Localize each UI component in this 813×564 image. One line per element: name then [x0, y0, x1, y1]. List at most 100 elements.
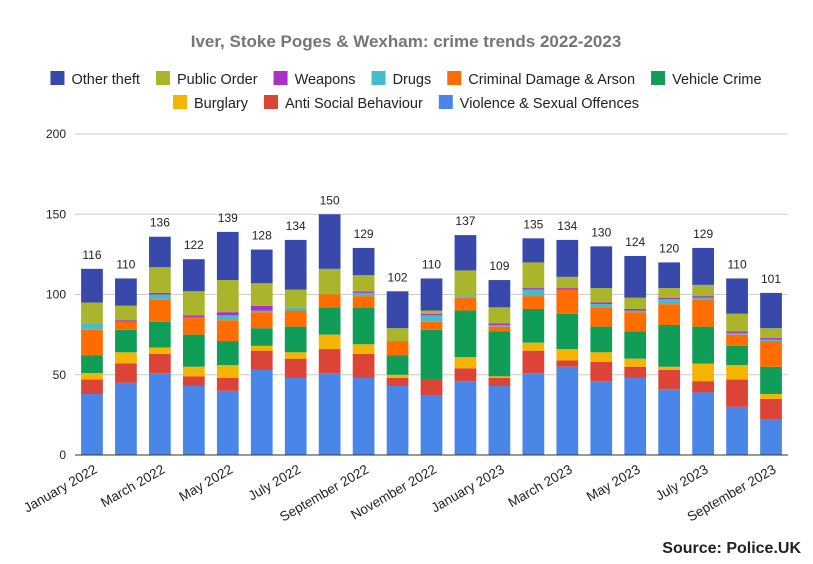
- bar-segment-violence-and-sexual-offences: [216, 390, 239, 455]
- bar-segment-public-order: [386, 328, 409, 342]
- bar-segment-other-theft: [182, 259, 205, 292]
- legend-label: Violence & Sexual Offences: [460, 96, 639, 112]
- bar-segment-criminal-damage-and-arson: [658, 304, 681, 325]
- bar-group-june-2023: [658, 262, 681, 455]
- bar-segment-anti-social-behaviour: [590, 361, 613, 382]
- bar-segment-weapons: [216, 312, 239, 316]
- legend-label: Drugs: [393, 72, 432, 88]
- bar-segment-other-theft: [115, 278, 137, 306]
- chart-title: Iver, Stoke Poges & Wexham: crime trends…: [191, 32, 622, 51]
- legend-item-criminal-damage-and-arson: Criminal Damage & Arson: [447, 71, 635, 88]
- bar-segment-public-order: [318, 268, 341, 295]
- bar-segment-burglary: [590, 352, 613, 362]
- bar-segment-vehicle-crime: [420, 329, 443, 380]
- legend-swatch: [172, 95, 187, 109]
- bar-segment-weapons: [522, 288, 545, 290]
- legend-label: Burglary: [194, 96, 249, 112]
- legend-item-weapons: Weapons: [273, 71, 356, 88]
- bar-segment-violence-and-sexual-offences: [692, 392, 714, 455]
- bar-segment-drugs: [216, 315, 239, 321]
- bar-segment-burglary: [115, 352, 137, 364]
- bar-segment-vehicle-crime: [590, 326, 613, 353]
- bar-segment-criminal-damage-and-arson: [149, 299, 171, 322]
- bar-group-january-2022: [81, 268, 103, 455]
- bar-group-november-2022: [420, 278, 443, 455]
- bar-segment-anti-social-behaviour: [420, 379, 443, 396]
- bar-segment-weapons: [352, 291, 375, 293]
- bar-segment-public-order: [726, 313, 748, 332]
- bar-segment-drugs: [352, 292, 375, 297]
- bar-segment-violence-and-sexual-offences: [250, 369, 273, 455]
- legend-item-vehicle-crime: Vehicle Crime: [651, 71, 762, 88]
- bar-segment-burglary: [250, 345, 273, 351]
- bar-segment-burglary: [522, 342, 545, 351]
- bar-segment-burglary: [284, 352, 307, 359]
- bar-group-september-2023: [760, 292, 782, 455]
- x-tick-label: January 2022: [21, 462, 99, 516]
- bar-segment-criminal-damage-and-arson: [284, 310, 307, 327]
- bar-segment-violence-and-sexual-offences: [149, 373, 171, 455]
- y-tick-label: 50: [53, 368, 67, 382]
- bar-segment-drugs: [658, 299, 681, 305]
- bar-segment-drugs: [250, 310, 273, 313]
- bar-segment-anti-social-behaviour: [658, 369, 681, 390]
- bar-segment-public-order: [760, 328, 782, 338]
- total-label: 129: [693, 227, 713, 241]
- y-axis-ticks: 0 50 100 150 200: [46, 127, 66, 462]
- bar-segment-other-theft: [454, 235, 477, 271]
- legend-item-drugs: Drugs: [371, 71, 432, 88]
- legend-swatch: [263, 95, 278, 109]
- bar-segment-criminal-damage-and-arson: [590, 307, 613, 327]
- total-label: 128: [252, 229, 272, 243]
- bar-segment-public-order: [149, 267, 171, 293]
- bar-segment-vehicle-crime: [318, 307, 341, 335]
- bar-segment-anti-social-behaviour: [624, 366, 647, 378]
- x-tick-label: January 2023: [429, 462, 507, 516]
- bar-segment-anti-social-behaviour: [556, 360, 579, 367]
- total-labels: 116 110 136 122 139 128 134 150 129 102 110 137 109 1…: [82, 193, 781, 286]
- bar-segment-public-order: [250, 283, 273, 306]
- bar-group-june-2022: [250, 249, 273, 455]
- bar-segment-violence-and-sexual-offences: [284, 377, 307, 455]
- bar-segment-drugs: [81, 323, 103, 330]
- bar-segment-violence-and-sexual-offences: [420, 395, 443, 455]
- bar-segment-anti-social-behaviour: [149, 353, 171, 374]
- bar-segment-violence-and-sexual-offences: [318, 373, 341, 455]
- bar-segment-weapons: [658, 297, 681, 300]
- legend-label: Other theft: [71, 72, 140, 88]
- x-tick-label: March 2022: [98, 462, 167, 511]
- bar-segment-drugs: [149, 294, 171, 300]
- legend-label: Anti Social Behaviour: [285, 96, 423, 112]
- bar-segment-criminal-damage-and-arson: [726, 334, 748, 346]
- bar-segment-anti-social-behaviour: [488, 377, 511, 386]
- legend-swatch: [371, 71, 386, 85]
- bar-segment-criminal-damage-and-arson: [115, 321, 137, 330]
- total-label: 110: [422, 257, 441, 271]
- bar-segment-burglary: [488, 376, 511, 378]
- bar-segment-anti-social-behaviour: [284, 358, 307, 378]
- legend-item-other-theft: Other theft: [50, 71, 140, 88]
- total-label: 124: [625, 235, 645, 249]
- x-tick-label: July 2023: [653, 462, 711, 504]
- bar-segment-weapons: [115, 320, 137, 322]
- legend-swatch: [155, 71, 170, 85]
- x-tick-label: March 2023: [506, 462, 575, 511]
- bar-segment-vehicle-crime: [250, 328, 273, 346]
- bar-group-february-2023: [522, 238, 545, 455]
- bar-group-april-2023: [590, 246, 613, 455]
- bar-segment-criminal-damage-and-arson: [352, 296, 375, 308]
- bar-segment-criminal-damage-and-arson: [420, 321, 443, 330]
- bar-segment-drugs: [454, 296, 477, 298]
- bar-segment-drugs: [522, 289, 545, 297]
- bar-group-april-2022: [182, 259, 205, 455]
- bar-segment-violence-and-sexual-offences: [182, 385, 205, 455]
- bar-segment-burglary: [624, 358, 647, 367]
- bar-segment-drugs: [420, 315, 443, 322]
- bar-segment-anti-social-behaviour: [115, 363, 137, 383]
- bar-segment-criminal-damage-and-arson: [216, 320, 239, 342]
- legend: Other theft Public Order Weapons Drugs Crimi…: [50, 71, 762, 112]
- bar-segment-burglary: [149, 347, 171, 354]
- bar-segment-weapons: [590, 302, 613, 305]
- legend-label: Weapons: [295, 72, 356, 88]
